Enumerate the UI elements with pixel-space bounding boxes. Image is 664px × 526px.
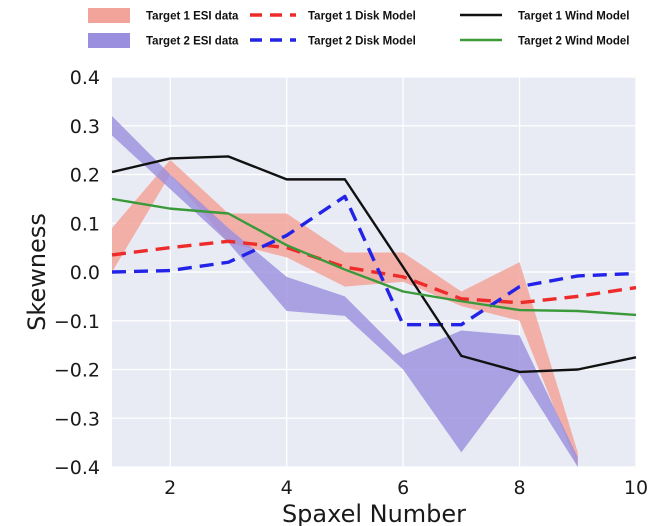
grid [112,76,637,468]
legend-swatch [88,33,130,48]
legend-item: Target 2 Wind Model [460,36,630,48]
x-tick-label: 2 [164,477,176,499]
legend-label: Target 1 Disk Model [308,11,416,23]
tick-labels: 2 4 6 8 10 −0.4 −0.3 −0.2 −0.1 0.0 0.1 0.2 0.3 0.4 [54,67,648,499]
legend-item: Target 1 ESI data [88,8,239,23]
y-axis-title: Skewness [23,213,51,331]
x-tick-label: 8 [514,477,526,499]
y-tick-label: −0.2 [54,360,100,382]
y-tick-label: 0.2 [70,165,100,187]
legend-swatch [88,8,130,23]
x-tick-label: 4 [281,477,293,499]
legend-item: Target 1 Disk Model [250,11,416,23]
x-axis-title: Spaxel Number [282,500,466,526]
legend-label: Target 2 Disk Model [308,36,416,48]
legend-item: Target 2 Disk Model [250,36,416,48]
legend-label: Target 2 ESI data [146,36,239,48]
legend-label: Target 1 Wind Model [518,11,630,23]
y-tick-label: −0.3 [54,408,100,430]
series-line-3 [111,155,637,374]
esi-data-bands [112,116,578,467]
x-tick-label: 10 [624,477,648,499]
esi-band-2 [112,116,578,467]
legend-item: Target 1 Wind Model [460,11,630,23]
model-lines [111,155,637,374]
y-tick-label: 0.4 [70,67,100,89]
series-line-2 [111,194,637,327]
legend-label: Target 1 ESI data [146,11,239,23]
legend: Target 1 ESI data Target 1 Disk Model Targ… [88,8,630,48]
y-tick-label: −0.4 [54,457,100,479]
series-line-1 [111,239,637,305]
x-tick-label: 6 [397,477,409,499]
y-tick-label: 0.3 [70,116,100,138]
series-line-4 [111,197,637,317]
y-tick-label: −0.1 [54,311,100,333]
y-tick-label: 0.0 [70,262,100,284]
y-tick-label: 0.1 [70,213,100,235]
legend-item: Target 2 ESI data [88,33,239,48]
legend-label: Target 2 Wind Model [518,36,630,48]
